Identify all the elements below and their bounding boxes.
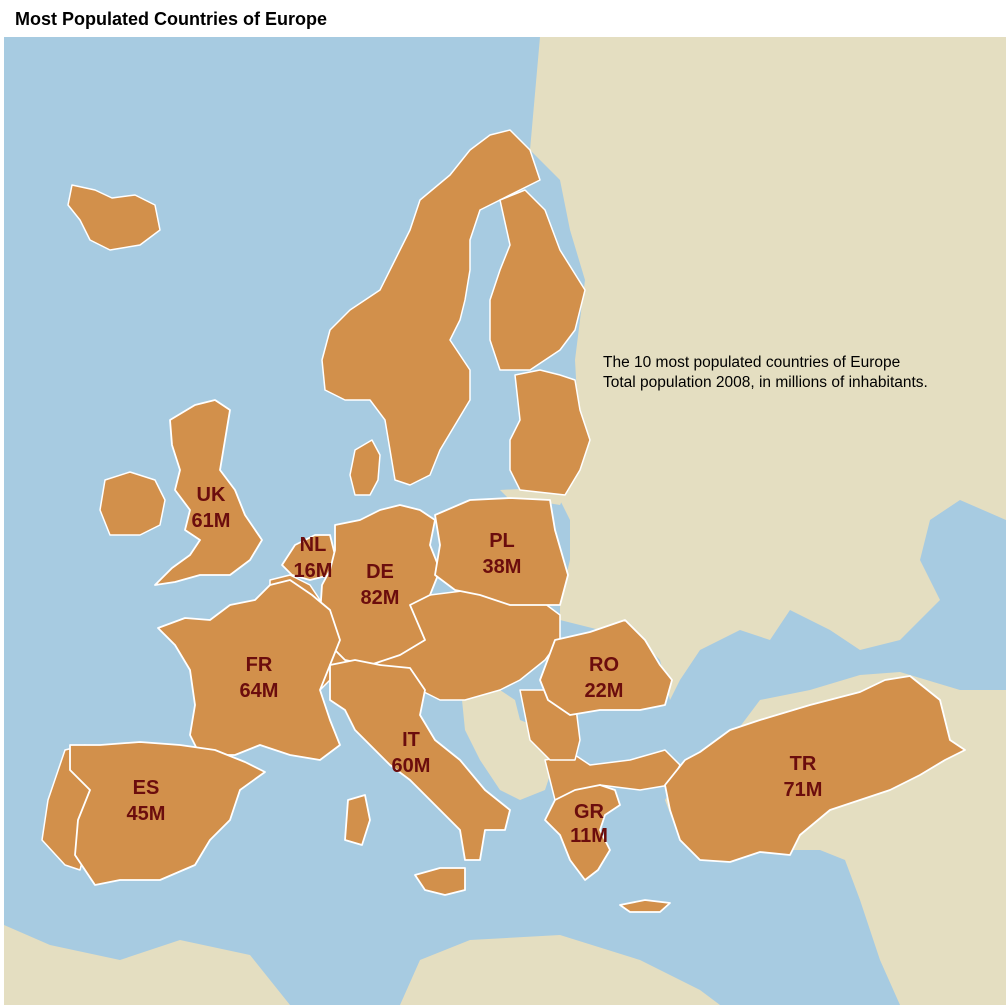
- description-line-1: The 10 most populated countries of Europ…: [603, 354, 900, 371]
- land-south-africa: [400, 935, 720, 1005]
- country-pl: [434, 497, 569, 606]
- country-it-sicily: [414, 867, 466, 896]
- label-code-de: DE: [366, 561, 394, 583]
- label-value-de: 82M: [361, 587, 400, 609]
- land-northeast-shore: [540, 37, 720, 160]
- label-code-es: ES: [133, 777, 160, 799]
- country-ro: [539, 619, 673, 716]
- label-value-ro: 22M: [585, 680, 624, 702]
- map-title: Most Populated Countries of Europe: [15, 9, 328, 29]
- country-gr: [544, 784, 621, 881]
- country-it: [329, 659, 511, 861]
- country-es: [69, 741, 266, 886]
- land-finland: [489, 189, 586, 371]
- land-ireland: [99, 471, 166, 536]
- label-code-pl: PL: [489, 530, 515, 552]
- label-value-nl: 16M: [294, 560, 333, 582]
- label-code-nl: NL: [300, 534, 327, 556]
- description-line-2: Total population 2008, in millions of in…: [603, 374, 928, 391]
- land-norway-sweden: [321, 129, 541, 486]
- label-value-fr: 64M: [240, 680, 279, 702]
- country-uk: [154, 399, 263, 586]
- country-gr-crete: [619, 899, 671, 913]
- country-de: [319, 504, 441, 666]
- country-tr: [664, 675, 966, 863]
- country-it-sardinia: [344, 794, 371, 846]
- label-value-tr: 71M: [784, 779, 823, 801]
- label-code-ro: RO: [589, 654, 619, 676]
- land-denmark: [349, 439, 381, 496]
- land-balkans: [462, 690, 555, 800]
- highlighted-countries: [69, 399, 966, 913]
- label-code-uk: UK: [197, 484, 226, 506]
- label-code-fr: FR: [246, 654, 273, 676]
- land-baltics: [509, 369, 591, 496]
- map-description: The 10 most populated countries of Europ…: [603, 354, 928, 391]
- country-labels: UK 61M NL 16M DE 82M PL 38M FR 64M RO 22…: [127, 484, 823, 847]
- label-code-it: IT: [402, 729, 420, 751]
- label-value-it: 60M: [392, 755, 431, 777]
- label-value-uk: 61M: [192, 510, 231, 532]
- country-fr: [157, 579, 341, 761]
- land-iceland: [67, 184, 161, 251]
- land-southwest: [4, 925, 290, 1005]
- label-code-tr: TR: [790, 753, 817, 775]
- label-value-gr: 11M: [570, 825, 608, 847]
- label-value-es: 45M: [127, 803, 166, 825]
- label-value-pl: 38M: [483, 556, 522, 578]
- label-code-gr: GR: [574, 801, 605, 823]
